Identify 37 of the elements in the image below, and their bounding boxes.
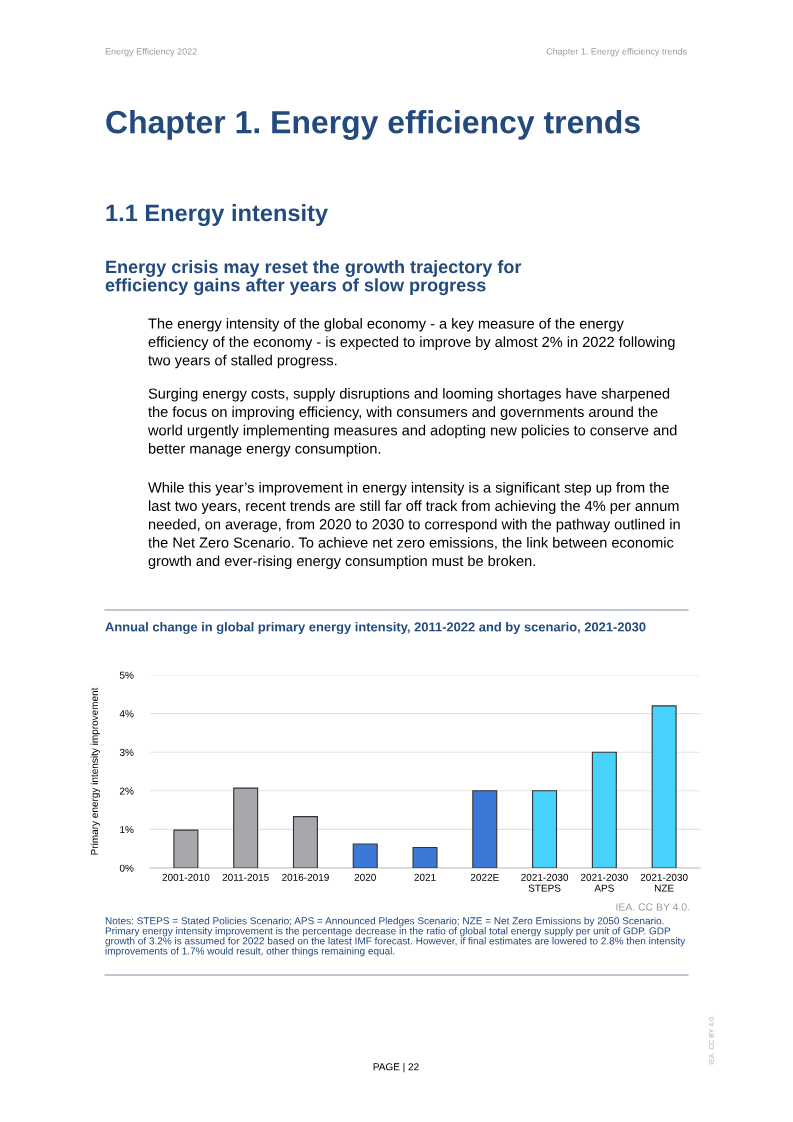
x-tick-label: 2021-2030 NZE <box>640 873 688 892</box>
y-tick-label: 4% <box>119 710 134 718</box>
y-tick-label: 5% <box>119 671 134 679</box>
bar <box>472 790 498 868</box>
text: The energy intensity of the global economy - a key measure of the energy efficiency of the economy - is expected to improve by almost 2% in 2022 following two years of stalled progress. <box>148 318 675 369</box>
x-tick-label: 2021 <box>414 873 436 881</box>
bar <box>651 705 677 868</box>
bar <box>233 787 259 868</box>
x-tick-label: 2022E <box>470 873 499 881</box>
text: PAGE | 22 <box>373 1063 419 1073</box>
x-tick-label: 2021-2030 APS <box>580 873 628 892</box>
bar <box>532 790 558 868</box>
text: IEA. CC BY 4.0. <box>616 903 690 911</box>
y-tick-label: 1% <box>120 826 134 834</box>
y-axis-title: Primary energy intensity improvement <box>90 687 100 855</box>
x-tick-label: 2011-2015 <box>222 873 269 881</box>
y-tick-label: 0% <box>119 864 134 872</box>
x-tick-label: 2020 <box>354 873 376 881</box>
text: Chapter 1. Energy efficiency trends <box>106 110 640 140</box>
text: Surging energy costs, supply disruptions and looming shortages have sharpened the focus on improving efficiency, with consumers and governments around the world urgently implementing measures and adopting new policies to conserve and better manage energy consumption. <box>147 388 677 457</box>
bar <box>292 816 318 868</box>
y-tick-label: 3% <box>119 748 134 756</box>
bar <box>591 751 617 868</box>
text: While this year’s improvement in energy intensity is a significant step up from the last two years, recent trends are still far off track from achieving the 4% per annum needed, on average, from 2020 to 2030 to correspond with the pathway outlined in the Net Zero Scenario. To achieve net zero emissions, the link between economic growth and ever-rising energy consumption must be broken. <box>148 482 680 569</box>
bar <box>412 846 438 868</box>
x-tick-label: 2016-2019 <box>282 873 329 881</box>
bar <box>352 843 378 868</box>
text: Notes: STEPS = Stated Policies Scenario; APS = Announced Pledges Scenario; NZE = Net Zero Emissions by 2050 Scenario. Primary energy intensity improvement is the percentage decrease in the ratio of global total energy supply per unit of GDP. GDP growth of 3.2% is assumed for 2022 based on the latest IMF forecast. However, if final estimates are lowered to 2.8% then intensity improvements of 1.7% would result, other things remaining equal. <box>105 917 686 957</box>
bar <box>173 829 199 868</box>
text: Energy crisis may reset the growth trajectory for efficiency gains after years of slow progress <box>105 260 522 296</box>
text: Chapter 1. Energy efficiency trends <box>546 48 687 57</box>
text: 1.1 Energy intensity <box>106 204 328 227</box>
x-tick-label: 2001-2010 <box>162 873 210 881</box>
text: Energy Efficiency 2022 <box>105 48 197 57</box>
y-tick-label: 2% <box>119 787 134 795</box>
x-tick-label: 2021-2030 STEPS <box>521 873 569 892</box>
chart-title: Annual change in global primary energy intensity, 2011-2022 and by scenario, 2021-2030 <box>105 622 646 635</box>
